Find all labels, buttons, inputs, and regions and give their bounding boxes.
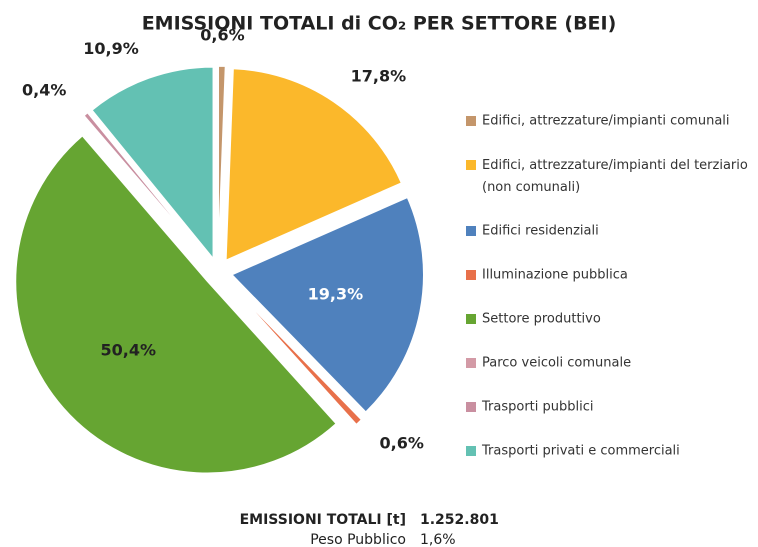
legend-label: Edifici, attrezzature/impianti del terzi… <box>482 158 748 195</box>
pie-slice <box>217 65 227 259</box>
footer-value: 1,6% <box>420 532 456 547</box>
pie-slice <box>14 134 338 474</box>
pie-slice <box>230 196 425 414</box>
data-label: 0,6% <box>380 434 424 453</box>
pie-slice <box>227 281 363 426</box>
chart-title: EMISSIONI TOTALI di CO₂ PER SETTORE (BEI… <box>142 13 617 35</box>
legend-label: Trasporti pubblici <box>481 400 593 415</box>
legend-swatch <box>466 270 476 280</box>
legend-swatch <box>466 446 476 456</box>
data-label: 19,3% <box>308 284 364 303</box>
legend-label: Edifici residenziali <box>482 224 599 239</box>
legend-label: Trasporti privati e commerciali <box>481 444 680 459</box>
data-label: 0,4% <box>22 81 66 100</box>
legend-swatch <box>466 226 476 236</box>
data-label: 50,4% <box>101 341 157 360</box>
legend-label: Edifici, attrezzature/impianti comunali <box>482 114 730 129</box>
legend-label: Settore produttivo <box>482 312 601 327</box>
pie-slice <box>90 66 215 261</box>
data-label: 17,8% <box>351 66 407 85</box>
data-label: 0,6% <box>200 26 244 45</box>
legend-swatch <box>466 116 476 126</box>
pie-slice <box>225 67 403 262</box>
pie-slice <box>82 111 210 262</box>
legend-label: Parco veicoli comunale <box>482 356 631 371</box>
legend-swatch <box>466 402 476 412</box>
legend-swatch <box>466 314 476 324</box>
footer-label: EMISSIONI TOTALI [t] <box>240 512 406 528</box>
footer-value: 1.252.801 <box>420 512 499 528</box>
legend-label: Illuminazione pubblica <box>482 268 628 283</box>
data-label: 10,9% <box>83 39 139 58</box>
footer-label: Peso Pubblico <box>310 532 406 547</box>
legend-swatch <box>466 160 476 170</box>
legend-swatch <box>466 358 476 368</box>
